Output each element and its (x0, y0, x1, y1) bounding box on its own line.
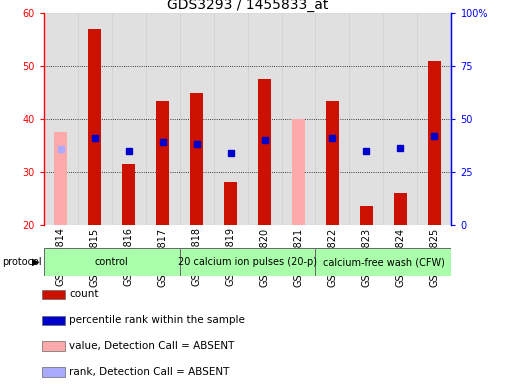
Bar (315, 13, 349, 225)
Bar (42, 367, 65, 377)
Text: percentile rank within the sample: percentile rank within the sample (69, 315, 245, 325)
Bar (258, 79, 271, 225)
Text: ▶: ▶ (32, 257, 40, 267)
Bar (190, 93, 203, 225)
Bar (54, 132, 67, 225)
Bar (393, 193, 407, 225)
Bar (146, 13, 180, 225)
Bar (292, 119, 305, 225)
Text: control: control (95, 257, 128, 267)
Bar (156, 101, 169, 225)
Bar (315, 248, 451, 276)
Bar (122, 164, 135, 225)
Bar (44, 13, 77, 225)
Bar (213, 13, 247, 225)
Bar (224, 182, 238, 225)
Bar (418, 13, 451, 225)
Bar (360, 206, 373, 225)
Bar (111, 13, 146, 225)
Bar (42, 316, 65, 325)
Text: calcium-free wash (CFW): calcium-free wash (CFW) (323, 257, 444, 267)
Bar (77, 13, 111, 225)
Text: 20 calcium ion pulses (20-p): 20 calcium ion pulses (20-p) (178, 257, 317, 267)
Bar (349, 13, 383, 225)
Text: protocol: protocol (3, 257, 42, 267)
Bar (88, 29, 102, 225)
Bar (247, 13, 282, 225)
Bar (326, 101, 339, 225)
Bar (44, 248, 180, 276)
Bar (42, 290, 65, 299)
Text: rank, Detection Call = ABSENT: rank, Detection Call = ABSENT (69, 367, 229, 377)
Text: value, Detection Call = ABSENT: value, Detection Call = ABSENT (69, 341, 234, 351)
Bar (42, 341, 65, 351)
Text: count: count (69, 289, 98, 299)
Bar (180, 13, 213, 225)
Bar (282, 13, 315, 225)
Bar (428, 61, 441, 225)
Bar (180, 248, 315, 276)
Title: GDS3293 / 1455833_at: GDS3293 / 1455833_at (167, 0, 328, 12)
Bar (383, 13, 418, 225)
